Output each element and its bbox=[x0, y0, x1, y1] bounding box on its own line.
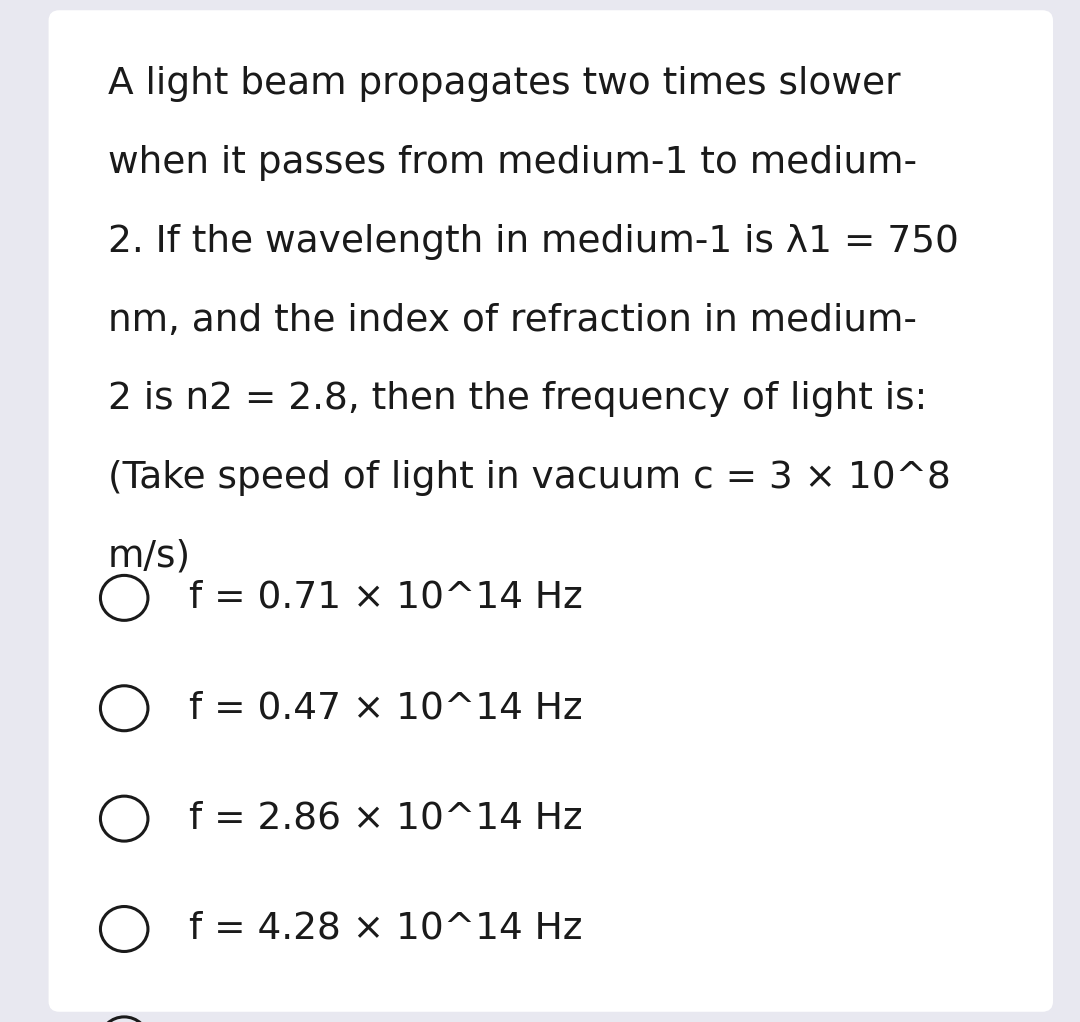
Text: 2 is n2 = 2.8, then the frequency of light is:: 2 is n2 = 2.8, then the frequency of lig… bbox=[108, 381, 928, 417]
Text: f = 4.28 × 10^14 Hz: f = 4.28 × 10^14 Hz bbox=[189, 911, 582, 947]
Text: f = 0.47 × 10^14 Hz: f = 0.47 × 10^14 Hz bbox=[189, 690, 582, 727]
Text: (Take speed of light in vacuum c = 3 × 10^8: (Take speed of light in vacuum c = 3 × 1… bbox=[108, 460, 950, 496]
Text: A light beam propagates two times slower: A light beam propagates two times slower bbox=[108, 66, 901, 102]
Text: f = 2.86 × 10^14 Hz: f = 2.86 × 10^14 Hz bbox=[189, 800, 582, 837]
Text: f = 0.71 × 10^14 Hz: f = 0.71 × 10^14 Hz bbox=[189, 579, 583, 616]
Text: m/s): m/s) bbox=[108, 539, 191, 574]
FancyBboxPatch shape bbox=[49, 10, 1053, 1012]
Text: when it passes from medium-1 to medium-: when it passes from medium-1 to medium- bbox=[108, 145, 917, 181]
Text: nm, and the index of refraction in medium-: nm, and the index of refraction in mediu… bbox=[108, 303, 917, 338]
Text: 2. If the wavelength in medium-1 is λ1 = 750: 2. If the wavelength in medium-1 is λ1 =… bbox=[108, 224, 959, 260]
